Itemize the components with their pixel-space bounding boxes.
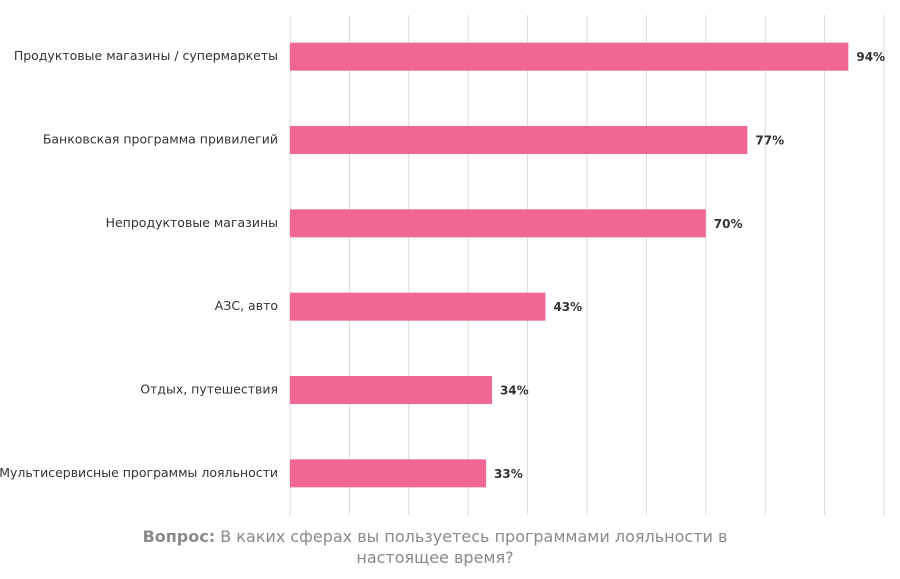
chart: Продуктовые магазины / супермаркеты 94% Ба… bbox=[0, 15, 885, 515]
caption: Вопрос: В каких сферах вы пользуетесь пр… bbox=[135, 526, 735, 568]
category-label: Продуктовые магазины / супермаркеты bbox=[14, 48, 278, 63]
value-label: 34% bbox=[500, 384, 529, 398]
value-label: 43% bbox=[553, 300, 582, 314]
bar bbox=[290, 292, 546, 321]
value-label: 77% bbox=[755, 134, 784, 148]
category-label: Непродуктовые магазины bbox=[106, 215, 278, 230]
bar bbox=[290, 209, 706, 238]
category-label: Банковская программа привилегий bbox=[43, 132, 278, 147]
value-label: 33% bbox=[494, 467, 523, 481]
value-label: 94% bbox=[856, 50, 885, 64]
bar bbox=[290, 459, 487, 488]
bar bbox=[290, 376, 492, 404]
category-label: Отдых, путешествия bbox=[140, 382, 278, 397]
category-label: Мультисервисные программы лояльности bbox=[0, 465, 278, 480]
caption-label: Вопрос: bbox=[142, 527, 216, 546]
category-label: АЗС, авто bbox=[215, 298, 278, 313]
value-label: 70% bbox=[714, 217, 743, 231]
bar bbox=[290, 126, 748, 154]
caption-text: В каких сферах вы пользуетесь программам… bbox=[220, 527, 728, 567]
bar bbox=[290, 42, 849, 71]
